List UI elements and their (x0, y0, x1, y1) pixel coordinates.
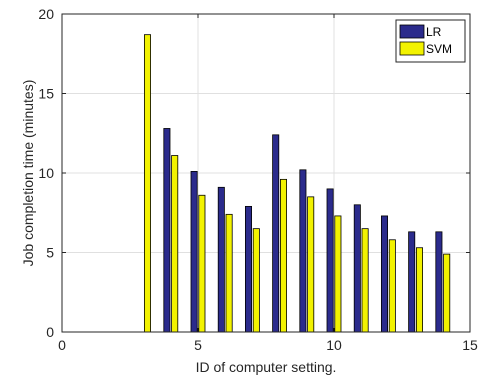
bar-lr-9 (299, 169, 307, 333)
y-tick-label: 5 (46, 245, 54, 261)
bar-svm-9 (307, 196, 315, 333)
x-tick-label: 10 (326, 337, 342, 353)
legend-label-lr: LR (426, 25, 442, 39)
grid (62, 14, 470, 332)
bar-lr-10 (326, 188, 334, 333)
legend-label-svm: SVM (426, 42, 452, 56)
y-axis-label: Job completion time (minutes) (20, 80, 36, 267)
bar-svm-3 (143, 34, 151, 333)
bar-lr-8 (272, 134, 280, 333)
bar-svm-12 (388, 239, 396, 333)
legend-swatch-svm (399, 41, 425, 56)
bar-svm-11 (361, 228, 369, 333)
bar-svm-5 (198, 194, 206, 333)
y-tick-label: 0 (46, 324, 54, 340)
bar-svm-6 (225, 213, 233, 333)
bar-lr-4 (163, 128, 171, 333)
y-tick-label: 20 (38, 6, 54, 22)
legend: LR SVM (395, 19, 466, 63)
x-axis-label: ID of computer setting. (196, 359, 337, 375)
x-tick-label: 0 (58, 337, 66, 353)
bar-svm-7 (252, 228, 260, 333)
bar-svm-13 (415, 247, 423, 333)
bar-lr-7 (244, 205, 252, 333)
bar-svm-14 (443, 253, 451, 333)
legend-swatch-lr (399, 24, 425, 39)
bar-svm-8 (279, 178, 287, 333)
x-tick-label: 5 (194, 337, 202, 353)
bar-lr-11 (353, 204, 361, 333)
bar-lr-5 (190, 171, 198, 333)
x-tick-label: 15 (462, 337, 478, 353)
bar-svm-4 (171, 155, 179, 333)
y-tick-label: 15 (38, 86, 54, 102)
bar-lr-12 (380, 215, 388, 333)
bar-svm-10 (334, 215, 342, 333)
bar-lr-14 (435, 231, 443, 333)
bar-lr-13 (408, 231, 416, 333)
bar-lr-6 (217, 186, 225, 333)
y-tick-label: 10 (38, 165, 54, 181)
axis-ticks: 0 5 10 15 0 5 10 15 20 (38, 6, 478, 353)
